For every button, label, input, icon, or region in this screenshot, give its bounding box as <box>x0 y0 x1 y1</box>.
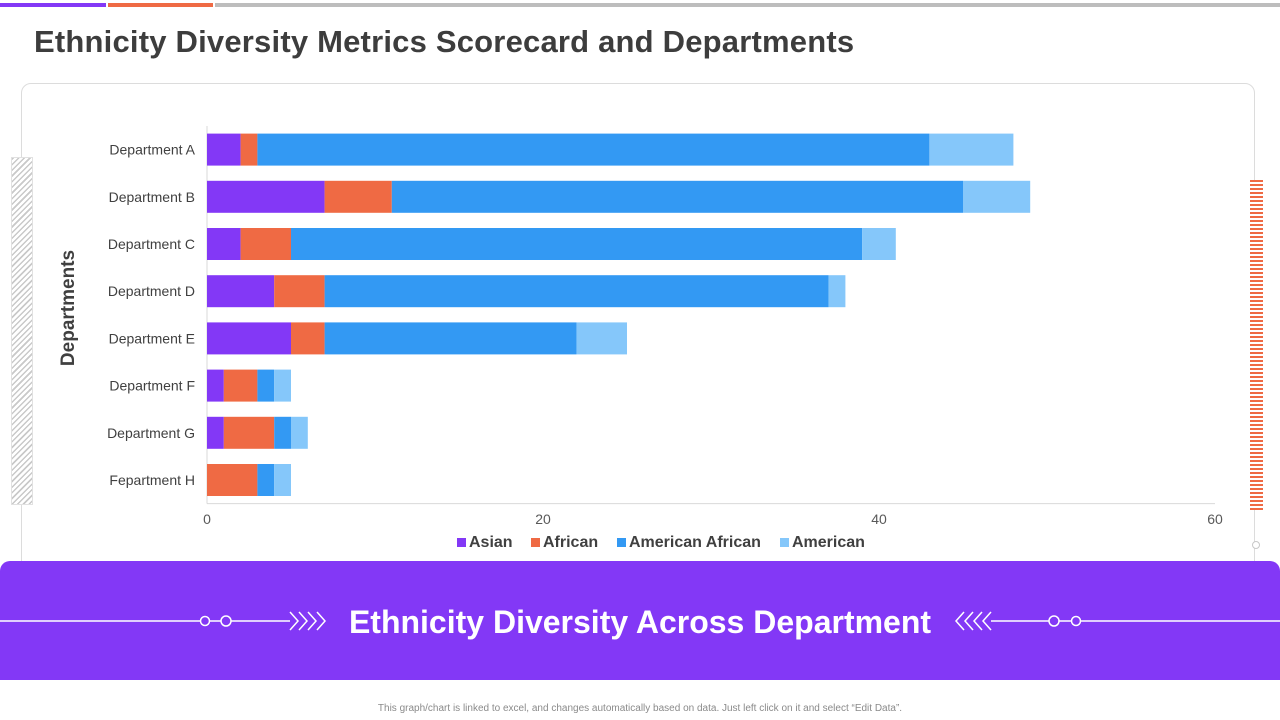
top-accent-gray <box>215 3 1280 7</box>
x-tick-label: 0 <box>203 511 211 527</box>
bar-segment[interactable] <box>207 228 241 260</box>
bar-segment[interactable] <box>828 275 846 308</box>
bar-segment[interactable] <box>291 228 863 260</box>
legend-label: American African <box>629 534 761 551</box>
top-accent-purple <box>0 3 106 7</box>
legend-swatch <box>457 538 466 547</box>
bar-segment[interactable] <box>207 464 258 496</box>
bar-segment[interactable] <box>324 322 577 355</box>
bar-segment[interactable] <box>862 228 896 260</box>
legend-swatch <box>531 538 540 547</box>
y-tick-label: Department B <box>109 189 195 205</box>
y-tick-label: Department F <box>109 378 195 394</box>
footnote: This graph/chart is linked to excel, and… <box>377 703 903 714</box>
legend-label: Asian <box>469 534 513 551</box>
bar-segment[interactable] <box>274 464 291 496</box>
y-tick-label: Department A <box>109 142 195 158</box>
bar-segment[interactable] <box>291 322 325 355</box>
y-tick-label: Department D <box>108 283 195 299</box>
bar-segment[interactable] <box>963 180 1031 213</box>
x-tick-label: 20 <box>535 511 551 527</box>
legend-swatch <box>780 538 789 547</box>
bar-segment[interactable] <box>274 275 325 308</box>
banner-title: Ethnicity Diversity Across Department <box>348 604 932 640</box>
bar-segment[interactable] <box>576 322 627 355</box>
banner-decoration <box>0 611 1280 631</box>
stacked-bar-chart[interactable]: 0 20 40 60 Department A Department B Departmen… <box>0 0 1280 560</box>
bar-segment[interactable] <box>240 133 258 166</box>
bar-segment[interactable] <box>929 133 1014 166</box>
legend-label: African <box>543 534 598 551</box>
y-tick-label: Fepartment H <box>109 472 195 488</box>
x-tick-label: 40 <box>871 511 887 527</box>
bar-segment[interactable] <box>257 133 930 166</box>
bar-segment[interactable] <box>207 180 325 213</box>
y-tick-label: Department C <box>108 236 195 252</box>
page-title: Ethnicity Diversity Metrics Scorecard an… <box>34 24 855 59</box>
bar-segment[interactable] <box>223 416 275 449</box>
bar-segment[interactable] <box>207 322 291 355</box>
bar-segment[interactable] <box>257 464 275 496</box>
legend-swatch <box>617 538 626 547</box>
bar-segment[interactable] <box>274 416 291 449</box>
bar-segment[interactable] <box>324 275 829 308</box>
y-tick-label: Department E <box>109 330 195 346</box>
legend-label: American <box>792 534 865 551</box>
x-tick-label: 60 <box>1207 511 1223 527</box>
bar-segment[interactable] <box>207 369 224 402</box>
bar-segment[interactable] <box>257 369 275 402</box>
bar-segment[interactable] <box>207 275 275 308</box>
bar-segment[interactable] <box>291 416 308 449</box>
bar-segment[interactable] <box>240 228 291 260</box>
y-axis-title: Departments <box>58 250 79 366</box>
bar-segment[interactable] <box>391 180 963 213</box>
card-corner-dot <box>1252 541 1260 549</box>
bar-segment[interactable] <box>324 180 392 213</box>
hatch-decoration <box>11 157 33 505</box>
y-tick-label: Department G <box>107 425 195 441</box>
top-accent-orange <box>108 3 213 7</box>
bar-segment[interactable] <box>223 369 258 402</box>
bar-segment[interactable] <box>207 416 224 449</box>
stripe-decoration <box>1250 180 1263 510</box>
bar-segment[interactable] <box>274 369 291 402</box>
bar-segment[interactable] <box>207 133 241 166</box>
banner: Ethnicity Diversity Across Department <box>0 561 1280 680</box>
